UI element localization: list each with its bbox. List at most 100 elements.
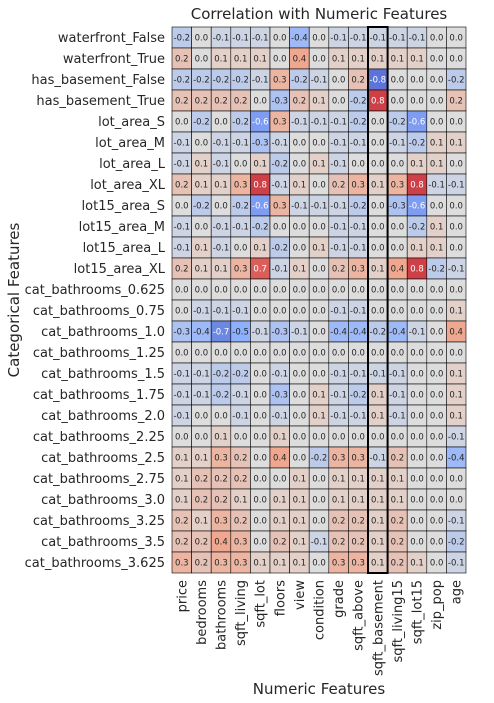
cell-value-label: 0.1 [253, 244, 267, 254]
cell-value-label: 0.0 [410, 538, 424, 548]
cell-value-label: -0.2 [409, 139, 426, 149]
cell-value-label: 0.2 [391, 559, 405, 569]
cell-value-label: -0.1 [389, 34, 406, 44]
cell-value-label: 0.1 [293, 496, 307, 506]
y-tick-label: cat_bathrooms_1.75 [33, 388, 165, 403]
cell-value-label: -0.1 [272, 265, 289, 275]
cell-value-label: 0.3 [351, 559, 365, 569]
cell-value-label: 0.0 [195, 223, 209, 233]
cell-value-label: 0.1 [410, 55, 424, 65]
cell-value-label: 0.0 [430, 349, 444, 359]
cell-value-label: -0.1 [311, 118, 328, 128]
cell-value-label: -0.1 [350, 244, 367, 254]
cell-value-label: 0.0 [253, 475, 267, 485]
cell-value-label: 0.0 [449, 475, 463, 485]
cell-value-label: -0.2 [213, 370, 230, 380]
cell-value-label: -0.1 [350, 139, 367, 149]
cell-value-label: 0.1 [391, 55, 405, 65]
cell-value-label: 0.0 [449, 244, 463, 254]
column-labels: price bedrooms bathrooms sqft_living sqft_lo… [175, 580, 464, 676]
cell-value-label: -0.1 [213, 244, 230, 254]
cell-value-label: 0.1 [371, 412, 385, 422]
cell-value-label: 0.0 [371, 223, 385, 233]
cell-value-label: -0.1 [330, 34, 347, 44]
cell-value-label: 0.0 [391, 160, 405, 170]
cell-value-label: 0.2 [234, 454, 248, 464]
y-tick-label: lot_area_XL [90, 178, 166, 193]
cell-value-label: -0.2 [252, 223, 269, 233]
cell-value-label: -0.1 [350, 34, 367, 44]
cell-value-label: 0.1 [449, 391, 463, 401]
cell-value-label: -0.1 [409, 34, 426, 44]
cell-value-label: 0.1 [195, 160, 209, 170]
cell-value-label: 0.1 [351, 55, 365, 65]
cell-value-label: -0.7 [213, 328, 230, 338]
cell-value-label: 0.8 [371, 97, 385, 107]
cell-value-label: 0.1 [273, 433, 287, 443]
y-tick-label: has_basement_False [31, 73, 165, 88]
x-tick-label: zip_pop [430, 580, 445, 630]
y-tick-label: waterfront_True [63, 52, 165, 67]
cell-value-label: 0.3 [273, 202, 287, 212]
cell-value-label: -0.2 [232, 76, 249, 86]
cell-value-label: 0.0 [253, 412, 267, 422]
cell-value-label: -0.1 [350, 307, 367, 317]
cell-value-label: 0.0 [195, 139, 209, 149]
row-labels: waterfront_False waterfront_True has_basem… [25, 31, 166, 571]
cell-value-label: -0.1 [193, 391, 210, 401]
x-tick-label: bedrooms [195, 580, 210, 645]
cell-value-label: 0.1 [371, 475, 385, 485]
cell-value-label: 0.0 [430, 433, 444, 443]
cell-value-label: 0.0 [175, 433, 189, 443]
cell-value-label: 0.0 [430, 118, 444, 128]
cell-value-label: -0.4 [350, 328, 367, 338]
y-tick-label: cat_bathrooms_2.75 [33, 472, 165, 487]
cell-value-label: 0.3 [273, 118, 287, 128]
cell-value-label: 0.1 [410, 559, 424, 569]
cell-value-label: -0.3 [252, 139, 269, 149]
cell-value-label: -0.1 [174, 412, 191, 422]
cell-value-label: 0.0 [312, 223, 326, 233]
cell-value-label: 0.0 [312, 265, 326, 275]
cell-value-label: 0.0 [312, 139, 326, 149]
cell-value-label: 0.0 [430, 538, 444, 548]
cell-value-label: 0.0 [391, 349, 405, 359]
cell-value-label: -0.1 [330, 244, 347, 254]
cell-value-label: 0.0 [312, 181, 326, 191]
cell-value-label: 0.7 [253, 265, 267, 275]
cell-value-label: 0.1 [371, 559, 385, 569]
cell-value-label: 0.0 [312, 517, 326, 527]
cell-value-label: 0.1 [195, 454, 209, 464]
cell-value-label: 0.2 [391, 454, 405, 464]
cell-value-label: 0.0 [430, 391, 444, 401]
cell-value-label: 0.0 [312, 496, 326, 506]
cell-value-label: 0.4 [273, 454, 287, 464]
cell-value-label: 0.1 [449, 307, 463, 317]
cell-value-label: 0.1 [253, 55, 267, 65]
cell-value-label: 0.0 [449, 202, 463, 212]
cell-value-label: -0.1 [272, 370, 289, 380]
y-tick-label: cat_bathrooms_1.0 [41, 325, 165, 340]
cell-value-label: -0.6 [252, 118, 269, 128]
cell-value-label: 0.1 [293, 517, 307, 527]
cell-value-label: -0.2 [193, 202, 210, 212]
cell-value-label: 0.2 [332, 517, 346, 527]
cell-value-label: 0.0 [410, 76, 424, 86]
cell-value-label: -0.2 [232, 370, 249, 380]
cell-value-label: 0.0 [430, 286, 444, 296]
cell-value-label: 0.0 [175, 202, 189, 212]
cell-value-label: 0.3 [214, 559, 228, 569]
cell-value-label: -0.1 [232, 391, 249, 401]
cell-value-label: 0.3 [351, 454, 365, 464]
cell-value-label: 0.2 [195, 475, 209, 485]
x-tick-label: price [175, 580, 190, 612]
cell-value-label: -0.2 [193, 118, 210, 128]
cell-value-label: 0.2 [293, 97, 307, 107]
cell-value-label: -0.1 [272, 412, 289, 422]
cell-value-label: 0.0 [293, 139, 307, 149]
cell-value-label: 0.0 [430, 307, 444, 317]
cell-value-label: 0.1 [175, 454, 189, 464]
cell-value-label: 0.0 [391, 286, 405, 296]
cell-value-label: -0.1 [311, 538, 328, 548]
x-tick-label: bathrooms [215, 580, 230, 650]
